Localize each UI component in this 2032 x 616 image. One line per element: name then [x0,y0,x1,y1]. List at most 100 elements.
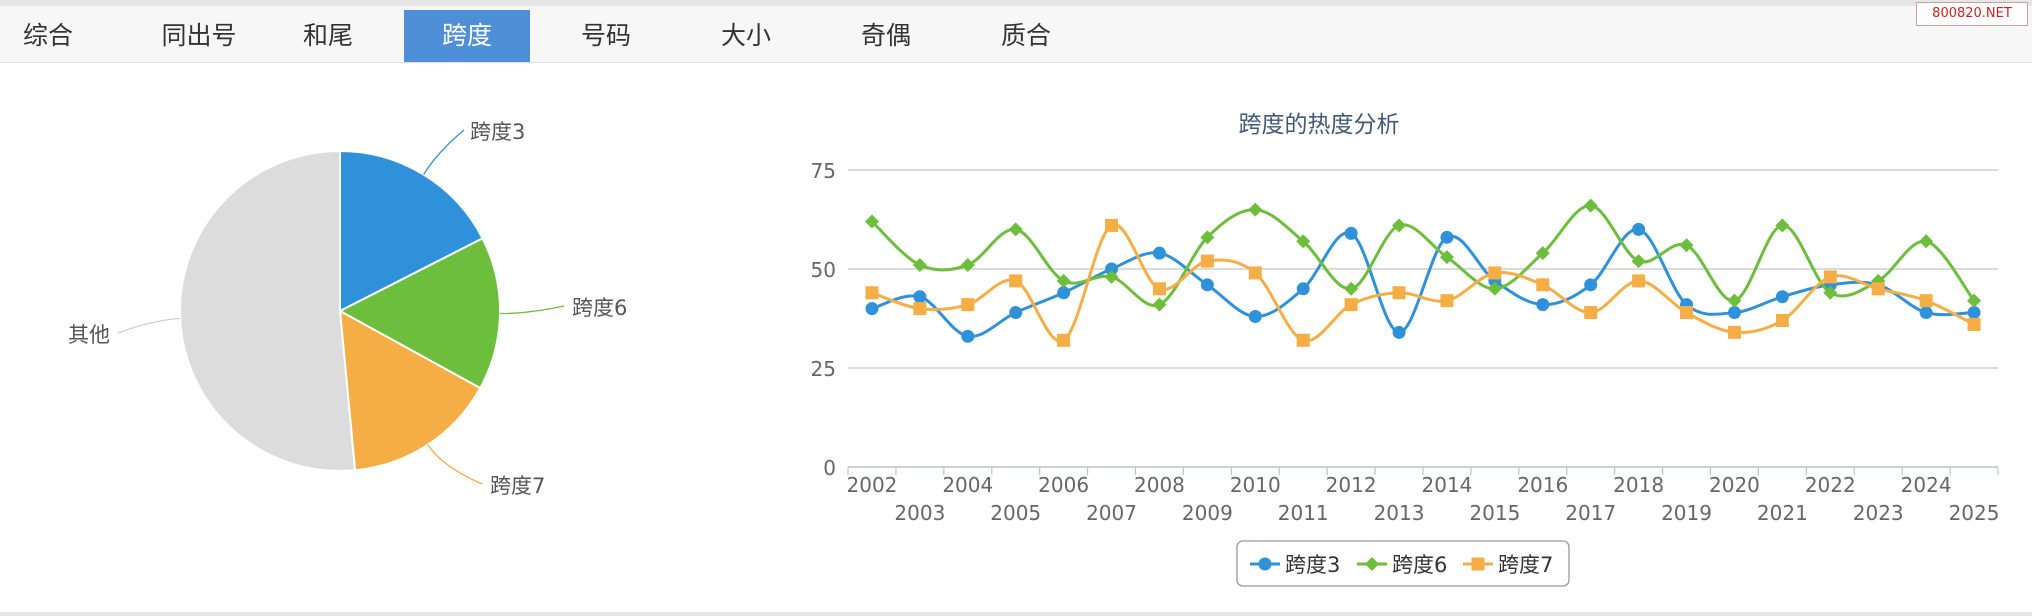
data-point[interactable] [1200,254,1214,268]
series-1 [865,222,1981,343]
data-point[interactable] [1967,293,1982,308]
data-point[interactable] [912,258,927,273]
series-2 [864,198,1982,312]
legend-item[interactable]: 跨度7 [1463,553,1553,577]
data-point[interactable] [1392,218,1407,233]
data-point[interactable] [1967,317,1981,331]
data-point[interactable] [1727,293,1742,308]
data-point[interactable] [1919,306,1933,320]
legend-item[interactable]: 跨度3 [1250,553,1340,577]
data-point[interactable] [1200,230,1215,245]
data-point[interactable] [961,298,975,312]
tab-2[interactable]: 同出号 [161,21,237,50]
data-point[interactable] [1535,246,1550,261]
data-point[interactable] [1105,262,1119,276]
y-tick-label: 0 [823,456,836,480]
data-point[interactable] [1584,306,1598,320]
tab-1[interactable]: 综合 [22,21,73,50]
data-point[interactable] [1344,226,1358,240]
data-point[interactable] [1536,278,1550,292]
pie-slice[interactable] [339,149,484,313]
data-point[interactable] [1057,286,1071,300]
data-point[interactable] [1823,285,1838,300]
data-point[interactable] [1009,306,1023,320]
data-point[interactable] [1392,325,1406,339]
x-tick-label: 2012 [1326,473,1377,497]
data-point[interactable] [1248,202,1263,217]
pie-slice[interactable] [337,237,501,390]
tab-4[interactable]: 跨度 [404,10,530,62]
data-point[interactable] [1632,222,1646,236]
legend-item[interactable]: 跨度6 [1357,553,1447,577]
data-point[interactable] [1919,294,1933,308]
data-point[interactable] [1919,234,1934,249]
data-point[interactable] [1679,238,1694,253]
data-point[interactable] [961,329,975,343]
data-point[interactable] [1248,310,1262,324]
data-point[interactable] [1632,274,1646,288]
legend-marker[interactable] [1365,557,1379,571]
data-point[interactable] [1584,278,1598,292]
y-tick-label: 75 [811,159,836,183]
data-point[interactable] [1009,274,1023,288]
data-point[interactable] [1248,266,1262,280]
data-point[interactable] [1823,270,1837,284]
data-point[interactable] [865,302,879,316]
data-point[interactable] [1775,218,1790,233]
x-tick-label: 2003 [894,501,945,525]
tab-6[interactable]: 大小 [720,21,771,50]
data-point[interactable] [1152,297,1167,312]
data-point[interactable] [960,258,975,273]
data-point[interactable] [1200,278,1214,292]
data-point[interactable] [1775,290,1789,304]
data-point[interactable] [1680,306,1694,320]
data-point[interactable] [1057,333,1071,347]
pie-slice[interactable] [338,309,482,472]
x-tick-label: 2010 [1230,473,1281,497]
data-point[interactable] [1008,222,1023,237]
data-point[interactable] [865,286,879,300]
data-point[interactable] [1296,282,1310,296]
data-point[interactable] [1871,282,1885,296]
tab-bar: 综合 同出号 和尾 跨度 号码 大小 奇偶 质合 [0,6,2032,63]
x-tick-label: 2023 [1853,501,1904,525]
data-point[interactable] [1296,333,1310,347]
tab-7[interactable]: 奇偶 [860,21,911,50]
data-point[interactable] [1440,294,1454,308]
data-point[interactable] [1727,306,1741,320]
tab-5[interactable]: 号码 [580,21,631,50]
data-point[interactable] [1152,246,1166,260]
x-tick-label: 2007 [1086,501,1137,525]
data-point[interactable] [1583,198,1598,213]
x-tick-label: 2009 [1182,501,1233,525]
data-point[interactable] [1105,218,1119,232]
data-point[interactable] [864,214,879,229]
data-point[interactable] [1967,306,1981,320]
tab-3[interactable]: 和尾 [302,21,353,50]
data-point[interactable] [1439,250,1454,265]
pie-slice[interactable] [179,149,357,472]
data-point[interactable] [1344,298,1358,312]
chart-legend: 跨度3 跨度6 跨度7 [1236,540,1570,587]
legend-marker[interactable] [1258,557,1272,571]
data-point[interactable] [1631,254,1646,269]
data-point[interactable] [1488,266,1502,280]
data-point[interactable] [1440,230,1454,244]
data-point[interactable] [1487,281,1502,296]
data-point[interactable] [1104,269,1119,284]
data-point[interactable] [1727,325,1741,339]
data-point[interactable] [1344,281,1359,296]
line-chart-title: 跨度的热度分析 [1239,112,1400,138]
span-pie-chart: 跨度3 跨度6 跨度7 其他 [68,120,627,498]
data-point[interactable] [1152,282,1166,296]
data-point[interactable] [1775,313,1789,327]
series-line [871,223,1975,343]
data-point[interactable] [1056,273,1071,288]
legend-marker[interactable] [1471,557,1485,571]
data-point[interactable] [913,290,927,304]
data-point[interactable] [913,302,927,316]
data-point[interactable] [1392,286,1406,300]
data-point[interactable] [1536,298,1550,312]
tab-8[interactable]: 质合 [1000,21,1051,50]
data-point[interactable] [1296,234,1311,249]
